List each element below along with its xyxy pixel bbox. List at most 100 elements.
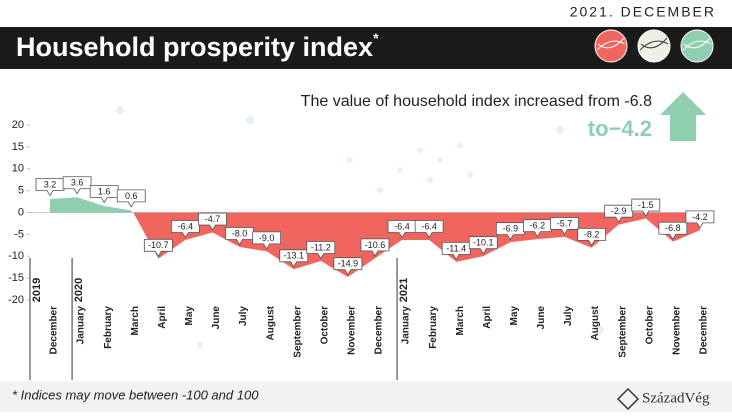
y-tick-label: 5	[18, 185, 24, 197]
data-label: -11.2	[311, 242, 331, 252]
data-label: -10.6	[365, 240, 386, 250]
data-label: -2.9	[611, 206, 627, 216]
year: 2020	[73, 278, 85, 302]
month: July	[238, 306, 249, 326]
label-box	[89, 185, 119, 204]
month: July	[563, 306, 574, 326]
x-tick-label: September	[617, 306, 628, 358]
month: January	[401, 306, 412, 345]
label-box	[333, 257, 363, 276]
month: May	[509, 306, 520, 326]
year-label: 2019	[31, 278, 43, 302]
label-box	[658, 221, 688, 241]
x-tick-label: November	[671, 306, 682, 355]
date: 2021. DECEMBER	[570, 4, 716, 20]
data-label: -10.1	[473, 238, 494, 248]
annotation-line2: to−4.2	[588, 116, 652, 141]
label-box	[414, 220, 444, 239]
month: November	[347, 306, 358, 355]
month: January	[76, 306, 87, 345]
x-tick-label: December	[374, 306, 385, 354]
x-tick-label: December	[699, 306, 710, 354]
y-tick-label: 0	[18, 206, 24, 218]
month: June	[211, 306, 222, 330]
title: Household prosperity index*	[16, 30, 379, 62]
month: February	[428, 306, 439, 349]
month: March	[455, 306, 466, 335]
year: 2021	[398, 278, 410, 302]
label-box	[62, 176, 92, 195]
month: May	[184, 306, 195, 326]
label-box	[550, 217, 579, 236]
x-tick-label: March	[130, 306, 141, 335]
label-box	[468, 236, 498, 255]
y-tick-label: -15	[8, 272, 24, 284]
year: 2019	[31, 278, 43, 302]
logo: SzázadVég	[642, 390, 710, 406]
logo-icon	[616, 387, 640, 411]
footnote: * Indices may move between -100 and 100	[12, 387, 259, 402]
label-box	[252, 231, 282, 250]
data-label: -14.9	[338, 259, 359, 269]
data-label: -11.4	[446, 243, 466, 253]
title-mark: *	[373, 30, 379, 46]
label-box	[577, 227, 606, 247]
x-tick-label: January	[401, 306, 412, 345]
icons	[594, 29, 714, 63]
x-tick-label: December	[49, 306, 60, 354]
month: February	[103, 306, 114, 349]
label-box	[631, 198, 661, 217]
month: October	[644, 306, 655, 344]
area-line	[49, 196, 701, 279]
data-label: 3.2	[44, 179, 57, 189]
label-box	[360, 238, 390, 257]
x-tick-label: July	[563, 306, 574, 326]
label-box	[116, 189, 146, 208]
x-tick-label: May	[509, 306, 520, 326]
x-tick-label: May	[184, 306, 195, 326]
x-tick-label: September	[292, 306, 303, 358]
x-tick-label: June	[211, 306, 222, 330]
background-dots	[116, 106, 604, 348]
x-tick-label: August	[265, 305, 276, 340]
x-tick-label: June	[536, 306, 547, 330]
year-label: 2021	[398, 278, 410, 302]
month: April	[157, 306, 168, 329]
y-tick-label: -20	[8, 294, 24, 306]
month: June	[536, 306, 547, 330]
title-text: Household prosperity index	[16, 32, 373, 62]
label-box	[198, 212, 227, 231]
x-tick-label: July	[238, 306, 249, 326]
data-label: -8.2	[584, 229, 600, 239]
month: December	[699, 306, 710, 354]
x-tick-label: August	[590, 305, 601, 340]
data-label: -6.2	[530, 221, 546, 231]
y-tick-label: 10	[12, 163, 24, 175]
label-box	[685, 210, 715, 229]
month: September	[617, 306, 628, 358]
x-tick-label: February	[428, 306, 439, 349]
data-label: -6.4	[394, 221, 410, 231]
data-label: -8.0	[232, 228, 248, 238]
month: November	[671, 306, 682, 355]
data-label: -5.7	[557, 218, 573, 228]
label-box	[143, 238, 173, 258]
data-label: -6.8	[665, 223, 681, 233]
x-tick-label: March	[455, 306, 466, 335]
data-label: -4.2	[692, 212, 708, 222]
x-tick-label: April	[157, 306, 168, 329]
up-arrow	[660, 92, 706, 141]
year-label: 2020	[73, 278, 85, 302]
data-label: 1.6	[98, 186, 111, 196]
annotation-line1: The value of household index increased f…	[301, 93, 652, 110]
label-box	[306, 241, 336, 260]
data-label: -6.4	[178, 221, 194, 231]
month: August	[265, 305, 276, 340]
x-tick-label: November	[347, 306, 358, 355]
data-label: -1.5	[638, 200, 654, 210]
month: October	[319, 306, 330, 344]
x-tick-label: February	[103, 306, 114, 349]
y-tick-label: -10	[8, 250, 24, 262]
label-box	[225, 227, 254, 246]
